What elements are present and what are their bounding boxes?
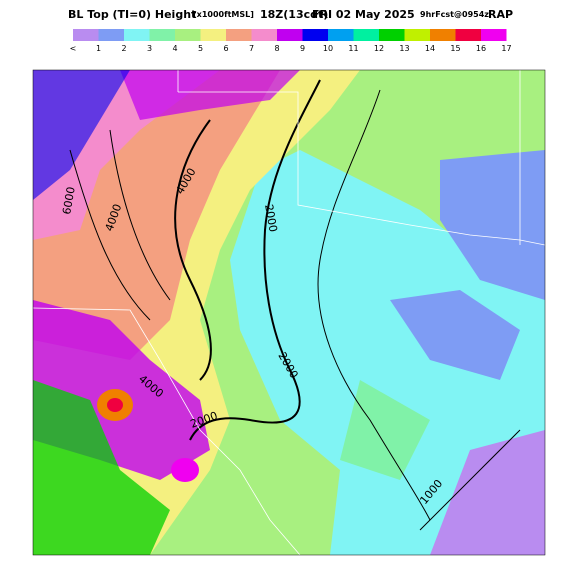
legend-label: < [70, 44, 77, 53]
field [107, 398, 123, 412]
color-legend: <1 2 3 4 5 6 7 8 9 10 11 12 13 14 15 16 17 [70, 29, 512, 53]
legend-swatch [226, 29, 252, 41]
legend-swatch [73, 29, 99, 41]
legend-swatch [200, 29, 226, 41]
legend-swatch [328, 29, 354, 41]
legend-label: 11 [348, 44, 358, 53]
legend-swatch [481, 29, 507, 41]
legend-label: 15 [450, 44, 460, 53]
legend-swatch [404, 29, 430, 41]
contour [109, 129, 171, 301]
legend-label: 4 [172, 44, 177, 53]
contour [69, 149, 151, 321]
legend-label: 1 [96, 44, 101, 53]
field [120, 70, 300, 120]
legend-swatch [124, 29, 150, 41]
legend-swatch [175, 29, 201, 41]
contour [189, 79, 321, 441]
legend-label: 13 [399, 44, 409, 53]
legend-label: 8 [274, 44, 279, 53]
legend-label: 6 [223, 44, 228, 53]
title: BL Top (TI=0) Height [68, 8, 196, 21]
legend-swatch [353, 29, 379, 41]
contour [174, 119, 212, 381]
legend-label: 14 [425, 44, 435, 53]
contour-label: 6000 [60, 186, 78, 216]
legend-swatch [302, 29, 328, 41]
map-frame [32, 69, 546, 556]
forecast: 9hrFcst@0954z [420, 10, 489, 19]
units: [x1000ftMSL] [193, 10, 254, 19]
legend-label: 12 [374, 44, 384, 53]
field [390, 290, 520, 380]
legend-swatch [98, 29, 124, 41]
map: 6000 4000 4000 2000 2000 4000 2000 1000 [32, 69, 546, 556]
field [33, 380, 170, 555]
legend-label: 2 [121, 44, 126, 53]
legend-swatch [455, 29, 481, 41]
legend-label: 17 [501, 44, 511, 53]
valid-time: 18Z(13cdt) [260, 8, 328, 21]
legend-label: 3 [147, 44, 152, 53]
legend-label: 16 [476, 44, 486, 53]
legend-swatch [277, 29, 303, 41]
legend-swatch [379, 29, 405, 41]
border [33, 307, 301, 555]
model: RAP [488, 8, 513, 21]
contour-label: 2000 [262, 203, 280, 233]
contour [419, 429, 521, 531]
legend-label: 5 [198, 44, 203, 53]
field [430, 430, 545, 555]
legend-label: 7 [249, 44, 254, 53]
contour [317, 89, 431, 521]
legend-label: 9 [300, 44, 305, 53]
legend-swatch [430, 29, 456, 41]
legend-swatch [149, 29, 175, 41]
date: FRI 02 May 2025 [312, 8, 415, 21]
field [171, 458, 199, 482]
legend-swatch [251, 29, 277, 41]
field [340, 380, 430, 480]
field [33, 70, 130, 200]
field [440, 150, 545, 300]
legend-label: 10 [323, 44, 333, 53]
